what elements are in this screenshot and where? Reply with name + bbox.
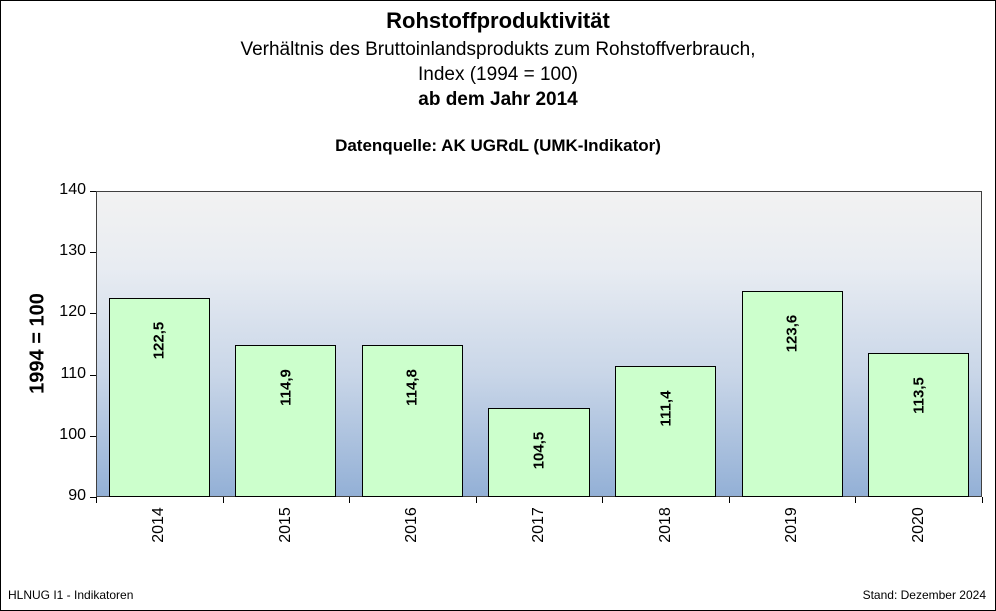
bar-2018: [614, 366, 717, 497]
bar-value-label: 104,5: [530, 431, 548, 470]
x-tick: [475, 497, 477, 503]
bar-2014: [108, 298, 210, 497]
y-tick-label: 110: [60, 364, 86, 382]
x-tick-label: 2015: [276, 507, 294, 543]
bar-value-label: 114,9: [277, 368, 295, 406]
y-tick: [90, 497, 96, 498]
bar-2020: [868, 353, 970, 497]
y-tick-label: 130: [59, 242, 86, 260]
x-tick: [855, 497, 857, 503]
y-tick-label: 100: [59, 425, 86, 443]
bar-value-label: 113,5: [910, 377, 928, 415]
x-tick: [349, 497, 351, 503]
x-tick-label: 2014: [150, 507, 168, 543]
x-tick: [728, 497, 730, 503]
chart-subtitle-1: Verhältnis des Bruttoinlandsprodukts zum…: [240, 39, 756, 60]
y-tick-label: 90: [68, 487, 86, 504]
data-source: Datenquelle: AK UGRdL (UMK-Indikator): [335, 136, 661, 155]
x-tick: [602, 497, 604, 503]
bar-value-label: 122,5: [150, 321, 168, 360]
x-tick-label: 2019: [783, 507, 801, 543]
bar-2015: [235, 344, 337, 497]
x-tick: [96, 497, 97, 503]
x-tick-label: 2017: [530, 507, 547, 543]
y-tick: [90, 435, 96, 437]
chart-title: Rohstoffproduktivität: [386, 8, 610, 33]
x-tick-label: 2018: [656, 507, 674, 543]
bar-value-label: 114,8: [403, 369, 421, 407]
y-tick: [90, 313, 96, 315]
chart-subtitle-2: Index (1994 = 100): [417, 64, 579, 85]
x-tick-label: 2020: [909, 507, 927, 543]
bar-2016: [361, 345, 464, 497]
y-tick: [90, 191, 96, 192]
x-tick: [982, 497, 983, 503]
footer-date: Stand: Dezember 2024: [862, 588, 986, 602]
y-tick: [90, 374, 96, 376]
x-tick: [222, 497, 224, 503]
footer-source: HLNUG I1 - Indikatoren: [8, 588, 134, 602]
chart-subtitle-3: ab dem Jahr 2014: [418, 89, 578, 110]
y-tick: [90, 252, 96, 254]
bar-2017: [488, 408, 590, 497]
bar-value-label: 111,4: [657, 390, 675, 427]
bar-2019: [741, 291, 843, 497]
y-axis-title: 1994 = 100: [26, 293, 49, 394]
y-tick-label: 120: [59, 303, 86, 321]
y-tick-label: 140: [59, 181, 86, 198]
x-tick-label: 2016: [403, 507, 421, 543]
bar-value-label: 123,6: [783, 315, 801, 353]
